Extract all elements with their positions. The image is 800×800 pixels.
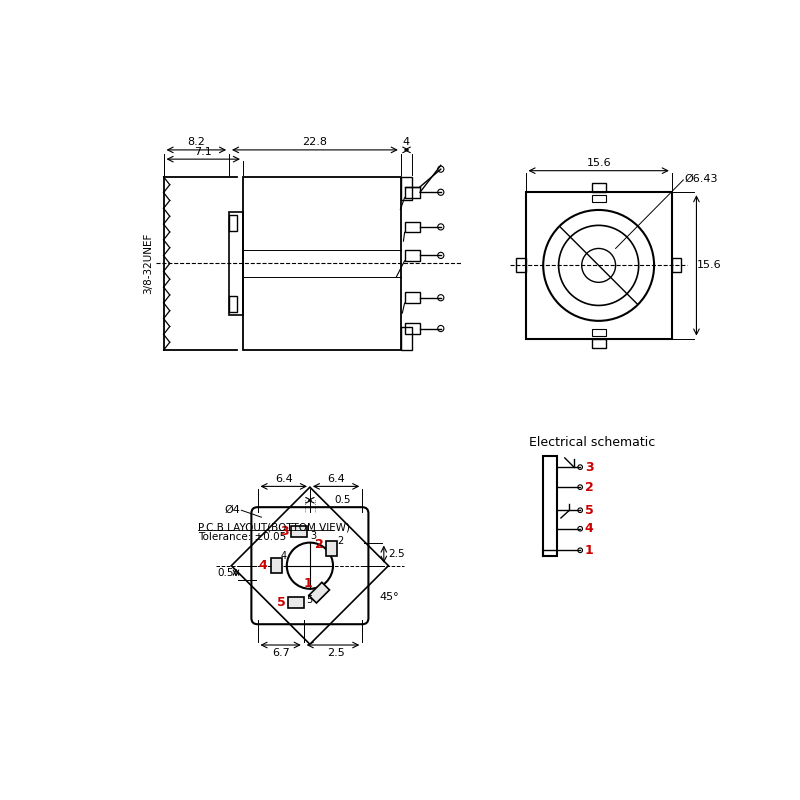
Bar — [405, 250, 420, 261]
Text: 1: 1 — [304, 577, 313, 590]
Text: P.C.B LAYOUT(BOTTOM VIEW): P.C.B LAYOUT(BOTTOM VIEW) — [198, 522, 350, 532]
Bar — [291, 526, 307, 538]
Text: 3: 3 — [280, 526, 288, 538]
Bar — [592, 183, 606, 192]
Bar — [229, 211, 243, 315]
Polygon shape — [309, 582, 330, 603]
Bar — [516, 258, 526, 272]
Text: 2.5: 2.5 — [327, 648, 345, 658]
Text: 8.2: 8.2 — [187, 138, 206, 147]
Text: 3: 3 — [585, 461, 594, 474]
Bar — [592, 329, 606, 336]
Text: 7.1: 7.1 — [194, 147, 212, 158]
Bar — [401, 177, 412, 200]
Text: 6.7: 6.7 — [272, 648, 290, 658]
Text: 22.8: 22.8 — [302, 138, 327, 147]
Text: Ø6.43: Ø6.43 — [684, 174, 718, 183]
Text: 5: 5 — [306, 595, 312, 606]
Text: 3: 3 — [310, 530, 316, 541]
Text: 1: 1 — [585, 544, 594, 557]
Text: 0.5: 0.5 — [217, 568, 234, 578]
Bar — [271, 558, 282, 574]
Text: 5: 5 — [277, 596, 286, 609]
Text: 4: 4 — [258, 559, 266, 572]
Text: 3/8-32UNEF: 3/8-32UNEF — [143, 233, 154, 294]
Bar — [326, 541, 337, 557]
Text: 45°: 45° — [379, 591, 399, 602]
Text: 2.5: 2.5 — [388, 549, 405, 559]
Bar — [405, 187, 420, 198]
Text: 4: 4 — [402, 138, 410, 147]
Text: 4: 4 — [585, 522, 594, 535]
Text: 15.6: 15.6 — [697, 261, 721, 270]
Bar — [592, 194, 606, 202]
Text: Ø4: Ø4 — [225, 505, 241, 514]
Bar — [401, 327, 412, 350]
Bar — [526, 192, 672, 338]
Bar — [405, 292, 420, 303]
Text: 6.4: 6.4 — [327, 474, 345, 484]
Bar — [288, 598, 304, 608]
Text: 4: 4 — [281, 550, 286, 561]
Text: 2: 2 — [337, 536, 343, 546]
Text: 2: 2 — [315, 538, 324, 551]
Text: 6.4: 6.4 — [275, 474, 293, 484]
Text: 15.6: 15.6 — [586, 158, 611, 168]
Text: Electrical schematic: Electrical schematic — [530, 436, 656, 449]
Bar — [672, 258, 681, 272]
Text: 0.5: 0.5 — [334, 495, 351, 506]
Bar — [405, 323, 420, 334]
Bar — [543, 456, 557, 557]
Text: Tolerance: ±0.05: Tolerance: ±0.05 — [198, 532, 286, 542]
Bar — [229, 296, 237, 312]
Text: 2: 2 — [585, 481, 594, 494]
Text: 5: 5 — [585, 504, 594, 517]
Bar — [229, 215, 237, 230]
Bar — [592, 338, 606, 348]
Bar — [243, 177, 401, 350]
Bar — [405, 222, 420, 232]
